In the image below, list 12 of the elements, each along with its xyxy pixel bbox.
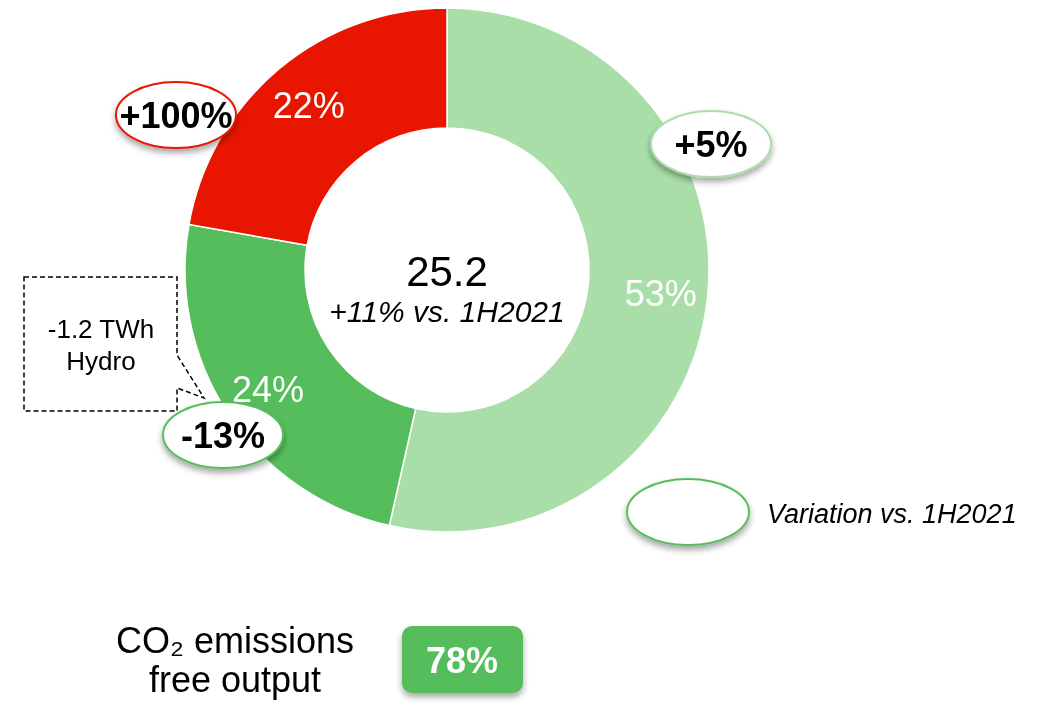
text: CO₂ emissions free output	[115, 620, 355, 700]
text: -13%	[180, 415, 266, 456]
data-label: 22%	[272, 84, 345, 126]
text: -1.2 TWh Hydro	[47, 314, 155, 376]
data-label: 53%	[624, 273, 697, 315]
data-label: 24%	[231, 368, 305, 410]
text: 25.2	[406, 248, 488, 295]
text: Variation vs. 1H2021	[767, 499, 1017, 529]
text: +100%	[119, 95, 233, 136]
text: 78%	[425, 640, 499, 681]
text: +11% vs. 1H2021	[329, 295, 565, 328]
text: +5%	[674, 124, 748, 165]
